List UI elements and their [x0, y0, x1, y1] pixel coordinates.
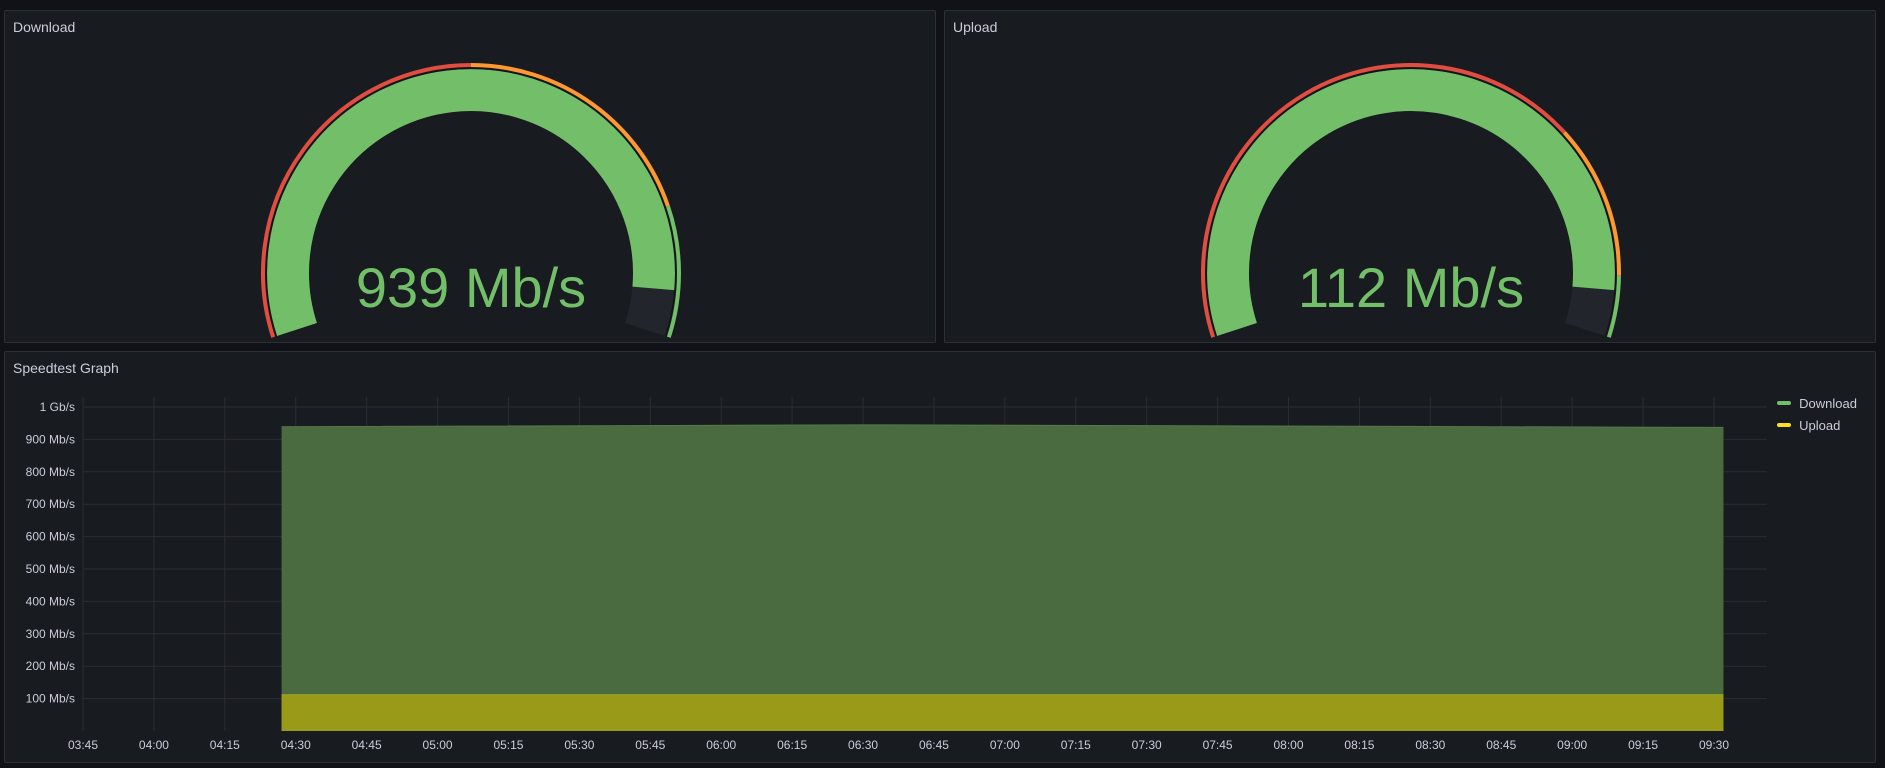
y-tick-label: 400 Mb/s	[26, 594, 75, 608]
x-tick-label: 06:30	[848, 738, 878, 752]
legend-item-upload[interactable]: Upload	[1777, 414, 1857, 436]
x-tick-label: 04:15	[210, 738, 240, 752]
x-tick-label: 07:15	[1061, 738, 1091, 752]
download-gauge: 939 Mb/s	[261, 63, 681, 338]
x-tick-label: 08:30	[1415, 738, 1445, 752]
legend-label: Download	[1799, 395, 1857, 411]
legend-swatch	[1777, 423, 1792, 427]
x-tick-label: 05:00	[423, 738, 453, 752]
y-tick-label: 700 Mb/s	[26, 497, 75, 511]
gauge-separator	[1205, 67, 1617, 337]
series-areas	[281, 424, 1724, 731]
x-tick-label: 06:00	[706, 738, 736, 752]
y-tick-label: 600 Mb/s	[26, 530, 75, 544]
gauge-fill	[1207, 69, 1615, 337]
x-tick-label: 07:30	[1132, 738, 1162, 752]
threshold-segment-2	[666, 205, 681, 338]
download-gauge-group	[261, 63, 681, 338]
upload-panel: Upload 112 Mb/s	[944, 10, 1876, 343]
y-tick-label: 1 Gb/s	[40, 400, 75, 414]
threshold-segment-0	[261, 63, 472, 338]
speedtest-graph-panel: Speedtest Graph 100 Mb/s 200 Mb/s 300 Mb/s…	[4, 351, 1876, 763]
download-value: 939 Mb/s	[356, 256, 586, 319]
x-tick-label: 06:15	[777, 738, 807, 752]
threshold-segment-0	[1201, 63, 1566, 338]
y-tick-label: 300 Mb/s	[26, 627, 75, 641]
upload-value: 112 Mb/s	[1298, 256, 1524, 319]
upload-gauge: 112 Mb/s	[1201, 63, 1621, 338]
x-tick-label: 05:15	[493, 738, 523, 752]
x-tick-label: 07:00	[990, 738, 1020, 752]
threshold-segment-1	[470, 63, 670, 207]
x-tick-label: 09:30	[1699, 738, 1729, 752]
x-tick-label: 05:45	[635, 738, 665, 752]
panel-title[interactable]: Download	[13, 19, 76, 35]
x-tick-label: 08:15	[1344, 738, 1374, 752]
x-tick-label: 05:30	[564, 738, 594, 752]
threshold-segment-1	[1562, 131, 1621, 276]
y-tick-label: 900 Mb/s	[26, 432, 75, 446]
x-axis-ticks: 03:45 04:00 04:15 04:30 04:45 05:00 05:15 05:30…	[68, 738, 1729, 752]
legend: Download Upload	[1777, 392, 1857, 436]
y-tick-label: 500 Mb/s	[26, 562, 75, 576]
area-upload	[281, 694, 1724, 731]
x-tick-label: 09:15	[1628, 738, 1658, 752]
x-tick-label: 09:00	[1557, 738, 1587, 752]
panel-title[interactable]: Speedtest Graph	[13, 360, 119, 376]
x-tick-label: 03:45	[68, 738, 98, 752]
speedtest-chart[interactable]: 100 Mb/s 200 Mb/s 300 Mb/s 400 Mb/s 500 Mb/s…	[5, 352, 1877, 764]
y-axis-ticks: 100 Mb/s 200 Mb/s 300 Mb/s 400 Mb/s 500 Mb/s…	[26, 400, 75, 706]
x-tick-label: 04:00	[139, 738, 169, 752]
x-tick-label: 07:45	[1203, 738, 1233, 752]
panel-title[interactable]: Upload	[953, 19, 998, 35]
legend-item-download[interactable]: Download	[1777, 392, 1857, 414]
download-panel: Download 939 Mb/s	[4, 10, 936, 343]
y-tick-label: 800 Mb/s	[26, 465, 75, 479]
gauge-fill	[267, 69, 675, 337]
line-download	[281, 424, 1724, 428]
x-tick-label: 08:00	[1274, 738, 1304, 752]
x-tick-label: 04:45	[352, 738, 382, 752]
x-tick-label: 04:30	[281, 738, 311, 752]
legend-label: Upload	[1799, 417, 1841, 433]
threshold-segment-2	[1606, 275, 1621, 338]
upload-gauge-group	[1201, 63, 1621, 338]
area-download	[281, 424, 1724, 731]
gauge-separator	[265, 67, 677, 337]
legend-swatch	[1777, 401, 1792, 405]
y-tick-label: 200 Mb/s	[26, 659, 75, 673]
y-tick-label: 100 Mb/s	[26, 692, 75, 706]
x-tick-label: 08:45	[1486, 738, 1516, 752]
x-tick-label: 06:45	[919, 738, 949, 752]
